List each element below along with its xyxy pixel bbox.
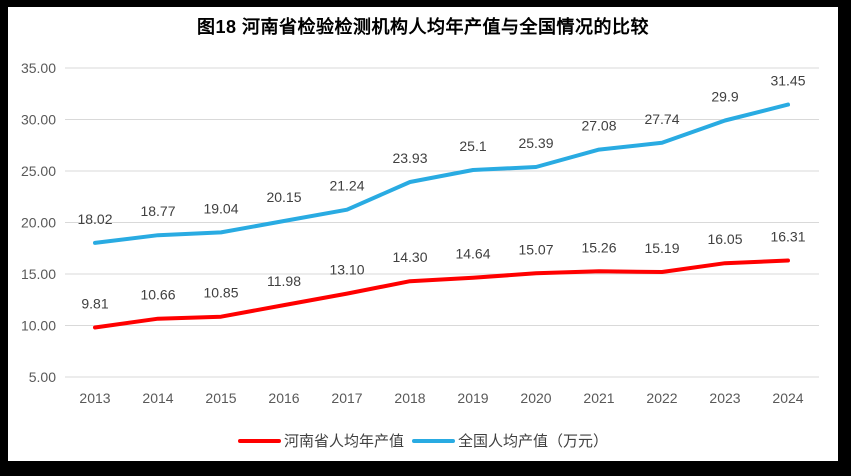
legend-item-national: 全国人均产值（万元） (412, 430, 608, 451)
data-label: 31.45 (770, 73, 805, 89)
y-axis-tick-label: 20.00 (21, 215, 56, 231)
data-label: 14.64 (455, 246, 490, 262)
data-label: 18.02 (77, 211, 112, 227)
x-axis-tick-label: 2020 (520, 390, 551, 406)
data-label: 21.24 (329, 178, 364, 194)
x-axis-tick-label: 2024 (772, 390, 803, 406)
data-label: 13.10 (329, 262, 364, 278)
data-label: 15.19 (644, 240, 679, 256)
chart-legend: 河南省人均年产值 全国人均产值（万元） (8, 430, 838, 451)
y-axis-tick-label: 10.00 (21, 318, 56, 334)
y-axis-tick-label: 30.00 (21, 112, 56, 128)
data-label: 14.30 (392, 249, 427, 265)
data-label: 15.07 (518, 241, 553, 257)
data-label: 20.15 (266, 189, 301, 205)
x-axis-tick-label: 2018 (394, 390, 425, 406)
y-axis-tick-label: 15.00 (21, 266, 56, 282)
data-label: 25.1 (459, 138, 486, 154)
y-axis-tick-label: 5.00 (29, 369, 56, 385)
series-line-1 (93, 102, 790, 245)
data-label: 19.04 (203, 200, 238, 216)
x-axis-tick-label: 2019 (457, 390, 488, 406)
data-label: 9.81 (81, 295, 108, 311)
data-label: 11.98 (267, 273, 301, 289)
data-label: 16.05 (707, 231, 742, 247)
x-axis-tick-label: 2013 (79, 390, 110, 406)
data-label: 25.39 (518, 135, 553, 151)
data-label: 18.77 (140, 203, 175, 219)
y-axis-tick-label: 25.00 (21, 163, 56, 179)
y-axis-tick-label: 35.00 (21, 60, 56, 76)
data-label: 27.74 (644, 111, 679, 127)
legend-label-national: 全国人均产值（万元） (458, 433, 609, 450)
line-chart-plot: 5.00 10.00 15.00 20.00 25.00 30.00 35.00 2013 20… (21, 60, 819, 406)
x-axis-tick-label: 2014 (142, 390, 173, 406)
legend-item-henan: 河南省人均年产值 (237, 430, 404, 451)
x-axis-tick-label: 2016 (268, 390, 299, 406)
chart-window: 图18 河南省检验检测机构人均年产值与全国情况的比较 5.00 10.00 15.0… (8, 7, 838, 461)
x-axis-tick-label: 2021 (583, 390, 614, 406)
data-label: 27.08 (581, 118, 616, 134)
chart-title: 图18 河南省检验检测机构人均年产值与全国情况的比较 (196, 17, 650, 37)
henan-line-swatch-icon (237, 438, 281, 443)
x-axis-tick-label: 2015 (205, 390, 236, 406)
x-axis-tick-label: 2022 (646, 390, 677, 406)
data-label: 16.31 (770, 229, 805, 245)
legend-label-henan: 河南省人均年产值 (283, 433, 404, 450)
x-axis-tick-label: 2023 (709, 390, 740, 406)
data-label: 29.9 (711, 89, 738, 105)
data-label: 10.66 (140, 287, 175, 303)
series-line-0 (93, 258, 790, 330)
data-label: 10.85 (203, 285, 238, 301)
data-label: 15.26 (581, 239, 616, 255)
national-line-swatch-icon (412, 438, 455, 443)
data-label: 23.93 (392, 150, 427, 166)
x-axis-tick-label: 2017 (331, 390, 362, 406)
